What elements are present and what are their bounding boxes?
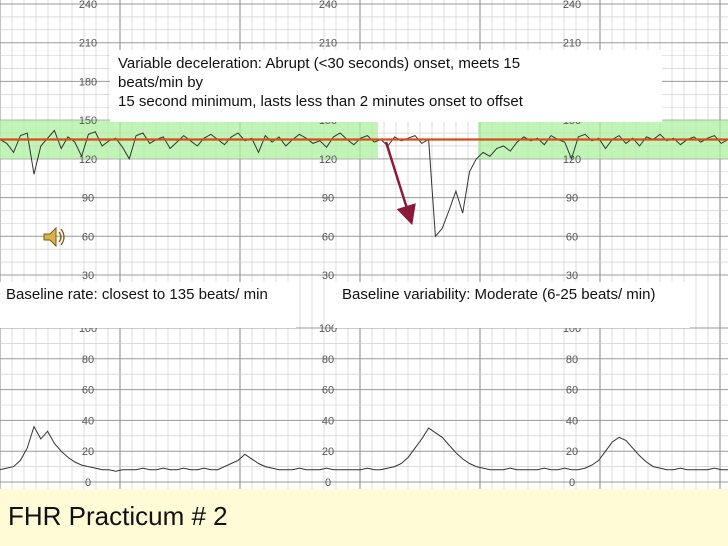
y-tick-label: 30 [82,270,94,282]
y-tick-label: 0 [325,477,331,489]
fhr-trace [0,129,728,238]
uterine-activity-trace [0,425,728,472]
y-tick-label: 100 [319,323,337,335]
variable-deceleration-line-2: beats/min by [118,74,204,91]
y-tick-label: 210 [563,38,581,50]
y-tick-label: 60 [82,385,94,397]
traces [0,129,728,472]
y-tick-label: 210 [319,38,337,50]
y-tick-label: 180 [79,76,97,88]
y-tick-label: 210 [79,38,97,50]
y-tick-label: 40 [322,415,334,427]
y-tick-label: 60 [566,385,578,397]
deceleration-arrow [384,141,416,226]
y-tick-label: 90 [566,193,578,205]
y-tick-label: 240 [319,0,337,11]
y-tick-label: 80 [322,354,334,366]
y-tick-label: 120 [319,154,337,166]
y-tick-label: 40 [566,415,578,427]
baseline-variability-callout: Baseline variability: Moderate (6-25 bea… [334,282,690,328]
y-tick-label: 60 [82,231,94,243]
y-tick-label: 240 [79,0,97,11]
y-tick-label: 30 [322,270,334,282]
y-tick-label: 40 [82,415,94,427]
y-tick-label: 60 [566,231,578,243]
baseline-rate-callout: Baseline rate: closest to 135 beats/ min [0,282,296,328]
y-tick-label: 30 [566,270,578,282]
variable-deceleration-line-3: 15 second minimum, lasts less than 2 min… [118,93,523,110]
footer: FHR Practicum # 2 [0,489,728,546]
overlay [0,138,728,248]
y-tick-label: 150 [79,115,97,127]
y-tick-label: 60 [322,385,334,397]
variable-deceleration-line-1: Variable deceleration: Abrupt (<30 secon… [118,55,521,72]
y-tick-label: 90 [82,193,94,205]
y-tick-label: 120 [79,154,97,166]
y-tick-label: 20 [566,446,578,458]
y-tick-label: 240 [563,0,581,11]
y-tick-label: 80 [566,354,578,366]
y-tick-label: 80 [82,354,94,366]
speaker-icon[interactable] [43,226,65,248]
footer-title: FHR Practicum # 2 [8,501,228,531]
variable-deceleration-callout: Variable deceleration: Abrupt (<30 secon… [110,50,662,122]
y-tick-label: 60 [322,231,334,243]
y-tick-label: 20 [322,446,334,458]
y-tick-label: 120 [563,154,581,166]
y-tick-label: 90 [322,193,334,205]
y-tick-label: 20 [82,446,94,458]
y-tick-label: 0 [569,477,575,489]
y-tick-label: 0 [85,477,91,489]
